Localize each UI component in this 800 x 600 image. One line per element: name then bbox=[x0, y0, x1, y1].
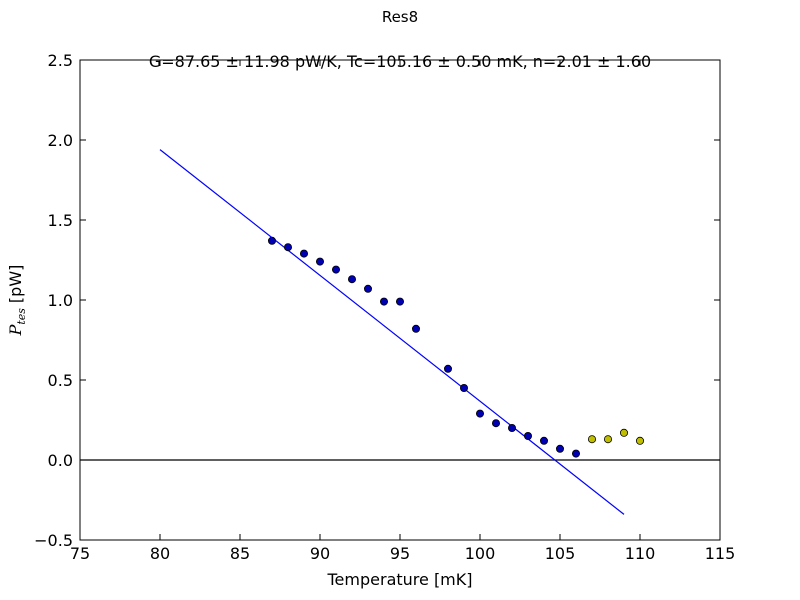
data-points bbox=[267, 236, 645, 458]
excluded-data-point bbox=[620, 428, 629, 437]
y-tick-label: 0.5 bbox=[48, 371, 73, 390]
x-axis-label: Temperature [mK] bbox=[327, 570, 473, 589]
data-point bbox=[540, 436, 549, 445]
y-tick-label: 2.0 bbox=[48, 131, 73, 150]
x-tick-label: 75 bbox=[70, 544, 90, 563]
data-point bbox=[331, 265, 340, 274]
x-tick-label: 85 bbox=[230, 544, 250, 563]
excluded-data-point bbox=[636, 436, 645, 445]
y-tick-label: 0.0 bbox=[48, 451, 73, 470]
x-tick-label: 80 bbox=[150, 544, 170, 563]
data-point bbox=[363, 284, 372, 293]
x-tick-label: 100 bbox=[465, 544, 496, 563]
y-tick-label: 2.5 bbox=[48, 51, 73, 70]
data-point bbox=[556, 444, 565, 453]
data-point bbox=[299, 249, 308, 258]
x-tick-label: 115 bbox=[705, 544, 736, 563]
data-point bbox=[347, 275, 356, 284]
y-tick-label: 1.0 bbox=[48, 291, 73, 310]
excluded-data-point bbox=[604, 435, 613, 444]
data-point bbox=[524, 431, 533, 440]
data-point bbox=[475, 409, 484, 418]
data-point bbox=[411, 324, 420, 333]
x-tick-label: 95 bbox=[390, 544, 410, 563]
x-ticks: 75 80 85 90 95 100 105 110 115 bbox=[70, 60, 735, 563]
excluded-data-point bbox=[588, 435, 597, 444]
data-point bbox=[459, 383, 468, 392]
data-point bbox=[315, 257, 324, 266]
y-axis-label-main: P bbox=[6, 324, 25, 336]
x-tick-label: 105 bbox=[545, 544, 576, 563]
data-point bbox=[267, 236, 276, 245]
data-point bbox=[443, 364, 452, 373]
x-tick-label: 110 bbox=[625, 544, 656, 563]
plot-frame bbox=[79, 59, 721, 541]
y-ticks: −0.5 0.0 0.5 1.0 1.5 2.0 2.5 bbox=[34, 51, 720, 550]
y-tick-label: −0.5 bbox=[34, 531, 73, 550]
data-point bbox=[491, 419, 500, 428]
fit-line bbox=[159, 149, 625, 515]
data-point bbox=[379, 297, 388, 306]
y-axis-label: Ptes [pW] bbox=[6, 265, 28, 337]
data-point bbox=[283, 243, 292, 252]
data-point bbox=[507, 423, 516, 432]
chart-title: Res8 bbox=[381, 8, 419, 26]
y-axis-label-unit: [pW] bbox=[6, 265, 25, 303]
data-point bbox=[395, 297, 404, 306]
data-point bbox=[572, 449, 581, 458]
x-tick-label: 90 bbox=[310, 544, 330, 563]
chart-subtitle: G=87.65 ± 11.98 pW/K, Tc=105.16 ± 0.50 m… bbox=[149, 52, 651, 71]
y-tick-label: 1.5 bbox=[48, 211, 73, 230]
y-axis-label-sub: tes bbox=[15, 308, 28, 325]
